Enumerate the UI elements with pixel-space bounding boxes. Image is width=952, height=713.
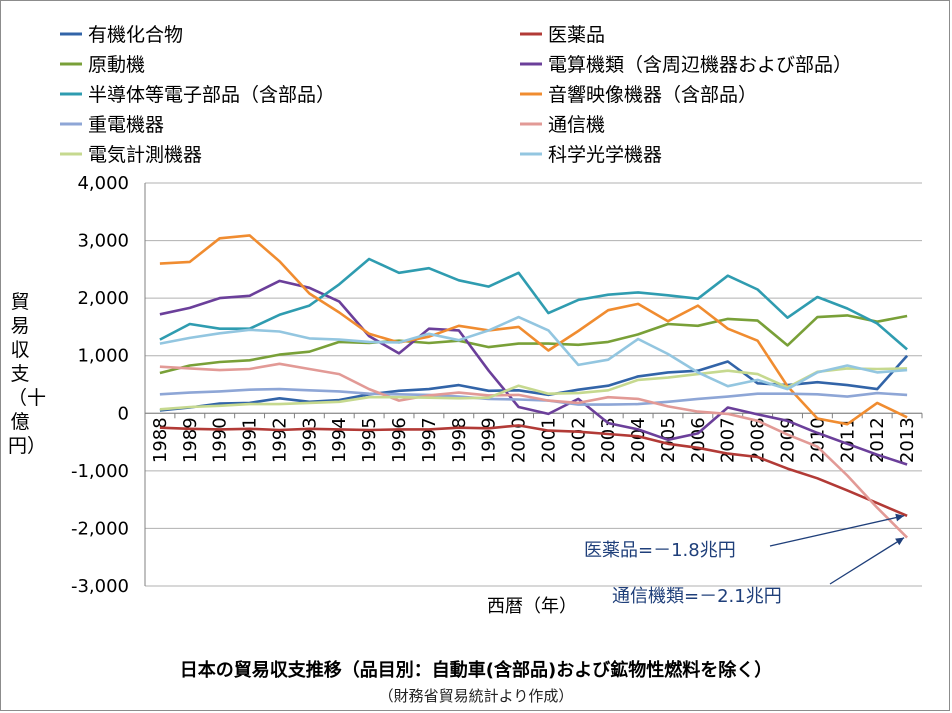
series-line-7 bbox=[159, 387, 908, 406]
x-tick-label: 2010 bbox=[807, 417, 828, 463]
series-line-3 bbox=[159, 314, 908, 375]
x-tick-label: 2007 bbox=[718, 417, 739, 463]
x-tick-label: 1990 bbox=[210, 417, 231, 463]
x-tick-label: 1997 bbox=[419, 417, 440, 463]
y-tick-label: -2,000 bbox=[71, 518, 129, 539]
annotation-arrow bbox=[829, 537, 905, 585]
x-tick-label: 1994 bbox=[329, 417, 350, 463]
series-line-6 bbox=[159, 234, 908, 426]
x-tick-label: 2009 bbox=[778, 417, 799, 463]
y-tick-label: 0 bbox=[118, 403, 129, 424]
annotation-label: 医薬品=－1.8兆円 bbox=[584, 540, 736, 561]
chart-source: （財務省貿易統計より作成） bbox=[378, 687, 574, 705]
x-tick-label: 1992 bbox=[269, 417, 290, 463]
x-tick-label: 2013 bbox=[897, 417, 918, 463]
annotation-arrowhead bbox=[895, 537, 905, 546]
series-line-4 bbox=[159, 279, 908, 466]
x-tick-label: 1998 bbox=[449, 417, 470, 463]
y-axis-label: 貿易収支（十億円） bbox=[8, 291, 47, 457]
x-tick-label: 1989 bbox=[180, 417, 201, 463]
annotation-arrow bbox=[769, 515, 905, 547]
legend-label: 医薬品 bbox=[548, 24, 605, 46]
x-tick-label: 2003 bbox=[598, 417, 619, 463]
legend-label: 科学光学機器 bbox=[548, 144, 662, 166]
legend-label: 原動機 bbox=[88, 54, 145, 76]
x-tick-label: 2002 bbox=[568, 417, 589, 463]
x-tick-label: 1988 bbox=[150, 417, 171, 463]
y-tick-label: 4,000 bbox=[77, 173, 129, 194]
legend-label: 電算機類（含周辺機器および部品） bbox=[548, 54, 852, 76]
legend-label: 重電機器 bbox=[88, 114, 164, 136]
chart-caption: 日本の貿易収支推移（品目別：自動車(含部品)および鉱物性燃料を除く） bbox=[179, 660, 773, 681]
x-tick-label: 2004 bbox=[628, 417, 649, 463]
legend-label: 音響映像機器（含部品） bbox=[548, 84, 757, 106]
series-line-10 bbox=[159, 315, 908, 391]
x-tick-label: 2006 bbox=[688, 417, 709, 463]
x-tick-label: 1993 bbox=[299, 417, 320, 463]
x-tick-label: 1995 bbox=[359, 417, 380, 463]
series-line-2 bbox=[159, 424, 908, 517]
y-tick-label: 1,000 bbox=[77, 346, 129, 367]
x-tick-label: 1991 bbox=[240, 417, 261, 463]
legend-label: 半導体等電子部品（含部品） bbox=[88, 84, 335, 106]
series-line-8 bbox=[159, 362, 909, 539]
y-tick-label: 3,000 bbox=[77, 231, 129, 252]
x-tick-label: 2001 bbox=[538, 417, 559, 463]
x-tick-label: 2000 bbox=[509, 417, 530, 463]
series-line-9 bbox=[159, 367, 908, 411]
legend-label: 有機化合物 bbox=[88, 24, 183, 46]
legend-label: 電気計測機器 bbox=[88, 144, 202, 166]
x-tick-label: 2011 bbox=[837, 417, 858, 463]
annotation-arrowhead bbox=[895, 513, 905, 522]
y-tick-label: 2,000 bbox=[77, 288, 129, 309]
x-tick-label: 1999 bbox=[479, 417, 500, 463]
y-tick-label: -3,000 bbox=[71, 576, 129, 597]
legend-label: 通信機 bbox=[548, 114, 605, 136]
series-line-5 bbox=[159, 257, 908, 351]
x-tick-label: 2008 bbox=[748, 417, 769, 463]
annotation-label: 通信機類=－2.1兆円 bbox=[612, 586, 782, 607]
x-axis-title: 西暦（年） bbox=[487, 596, 577, 617]
x-tick-label: 1996 bbox=[389, 417, 410, 463]
y-tick-label: -1,000 bbox=[71, 461, 129, 482]
